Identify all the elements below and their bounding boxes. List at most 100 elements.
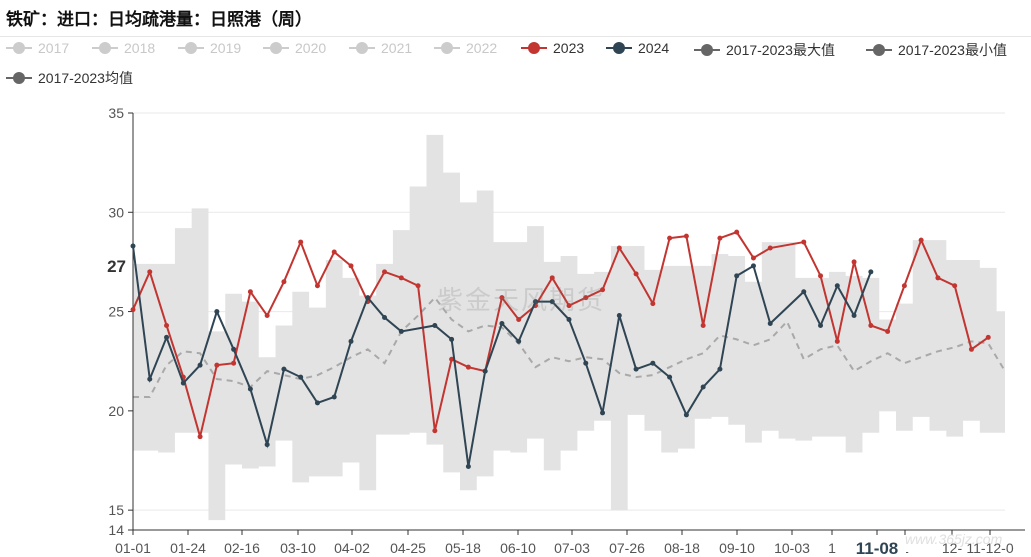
x-tick-label: 07-03 bbox=[554, 540, 590, 556]
data-point-2023 bbox=[985, 334, 991, 340]
legend-marker-icon bbox=[92, 41, 118, 55]
legend-label: 2021 bbox=[381, 40, 413, 56]
data-point-2023 bbox=[197, 434, 203, 440]
legend-item-2021[interactable]: 2021 bbox=[349, 40, 412, 56]
x-tick-label: 06-10 bbox=[500, 540, 536, 556]
data-point-2023 bbox=[968, 346, 974, 352]
data-point-2023 bbox=[398, 275, 404, 281]
data-point-2024 bbox=[700, 384, 706, 390]
data-point-2023 bbox=[566, 303, 572, 309]
data-point-2024 bbox=[482, 368, 488, 374]
data-point-2024 bbox=[499, 320, 505, 326]
x-tick-label: 12- bbox=[942, 540, 963, 556]
legend-label: 2017-2023均值 bbox=[38, 70, 133, 86]
x-tick-label: 04-02 bbox=[334, 540, 370, 556]
data-point-2023 bbox=[264, 313, 270, 319]
data-point-2023 bbox=[516, 317, 522, 323]
legend-item-2017-2023均值[interactable]: 2017-2023均值 bbox=[6, 68, 133, 88]
data-point-2023 bbox=[600, 287, 606, 293]
x-tick-label: 08-18 bbox=[664, 540, 700, 556]
x-tick-label: 05-18 bbox=[445, 540, 481, 556]
title-divider bbox=[0, 36, 1031, 37]
y-tick-label: 15 bbox=[108, 502, 124, 518]
data-point-2023 bbox=[415, 283, 421, 289]
data-point-2024 bbox=[633, 366, 639, 372]
data-point-2023 bbox=[818, 273, 824, 279]
x-tick-label: 1 bbox=[828, 540, 836, 556]
data-point-2023 bbox=[801, 239, 807, 245]
data-point-2024 bbox=[750, 263, 756, 269]
legend-label: 2024 bbox=[638, 40, 670, 56]
data-point-2024 bbox=[214, 309, 220, 315]
data-point-2024 bbox=[432, 322, 438, 328]
data-point-2024 bbox=[281, 366, 287, 372]
max-min-band bbox=[133, 134, 1005, 521]
data-point-2024 bbox=[465, 463, 471, 469]
legend-marker-icon bbox=[6, 41, 32, 55]
data-point-2024 bbox=[667, 374, 673, 380]
data-point-2024 bbox=[566, 317, 572, 323]
data-point-2024 bbox=[616, 313, 622, 319]
data-point-2023 bbox=[616, 245, 622, 251]
data-point-2024 bbox=[197, 362, 203, 368]
data-point-2023 bbox=[465, 364, 471, 370]
site-watermark: www.365jz.com bbox=[905, 531, 1003, 547]
legend-item-2023[interactable]: 2023 bbox=[521, 40, 584, 56]
data-point-2024 bbox=[348, 338, 354, 344]
data-point-2023 bbox=[247, 289, 253, 295]
legend-label: 2017-2023最小值 bbox=[898, 42, 1007, 58]
chart-title: 铁矿：进口：日均疏港量：日照港（周） bbox=[6, 10, 312, 30]
data-point-2023 bbox=[382, 269, 388, 275]
legend-label: 2017 bbox=[38, 40, 70, 56]
data-point-2024 bbox=[532, 299, 538, 305]
legend-item-2017[interactable]: 2017 bbox=[6, 40, 69, 56]
data-point-2023 bbox=[583, 295, 589, 301]
legend-item-2019[interactable]: 2019 bbox=[178, 40, 241, 56]
data-point-2024 bbox=[331, 394, 337, 400]
legend-item-2022[interactable]: 2022 bbox=[434, 40, 497, 56]
x-tick-label: 04-25 bbox=[390, 540, 426, 556]
legend-marker-icon bbox=[349, 41, 375, 55]
data-point-2023 bbox=[633, 271, 639, 277]
y-tick-label: 14 bbox=[108, 522, 124, 538]
data-point-2023 bbox=[734, 229, 740, 235]
data-point-2024 bbox=[549, 299, 555, 305]
data-point-2024 bbox=[449, 336, 455, 342]
crosshair-x-bg bbox=[848, 536, 906, 557]
data-point-2024 bbox=[247, 386, 253, 392]
data-point-2023 bbox=[499, 295, 505, 301]
legend-label: 2023 bbox=[553, 40, 585, 56]
data-point-2023 bbox=[700, 322, 706, 328]
data-point-2023 bbox=[298, 239, 304, 245]
x-tick-label: 07-26 bbox=[609, 540, 645, 556]
y-tick-label: 30 bbox=[108, 204, 124, 220]
y-tick-label: 20 bbox=[108, 403, 124, 419]
data-point-2024 bbox=[650, 360, 656, 366]
x-tick-label: 10-03 bbox=[774, 540, 810, 556]
data-point-2024 bbox=[583, 360, 589, 366]
legend-item-2017-2023最大值[interactable]: 2017-2023最大值 bbox=[694, 40, 835, 60]
x-tick-label: 11-12-0 bbox=[966, 540, 1013, 556]
data-point-2023 bbox=[935, 275, 941, 281]
crosshair-y-label: 27 bbox=[107, 257, 126, 276]
data-point-2024 bbox=[147, 376, 153, 382]
legend-item-2018[interactable]: 2018 bbox=[92, 40, 155, 56]
x-tick-label: 01-24 bbox=[170, 540, 206, 556]
data-point-2023 bbox=[130, 307, 136, 313]
legend-item-2024[interactable]: 2024 bbox=[606, 40, 669, 56]
data-point-2024 bbox=[851, 313, 857, 319]
watermark: 紫金天风期货 bbox=[437, 286, 606, 316]
data-point-2024 bbox=[683, 412, 689, 418]
data-point-2023 bbox=[885, 328, 891, 334]
data-point-2023 bbox=[851, 259, 857, 265]
x-tick-label: 01-01 bbox=[115, 540, 151, 556]
legend-item-2020[interactable]: 2020 bbox=[263, 40, 326, 56]
legend-item-2017-2023最小值[interactable]: 2017-2023最小值 bbox=[866, 40, 1007, 60]
legend-marker-icon bbox=[178, 41, 204, 55]
y-tick-label: 25 bbox=[108, 304, 124, 320]
mean-line bbox=[133, 296, 1006, 398]
data-point-2023 bbox=[164, 322, 170, 328]
data-point-2023 bbox=[449, 356, 455, 362]
data-point-2024 bbox=[398, 328, 404, 334]
y-tick-label: 35 bbox=[108, 105, 124, 121]
